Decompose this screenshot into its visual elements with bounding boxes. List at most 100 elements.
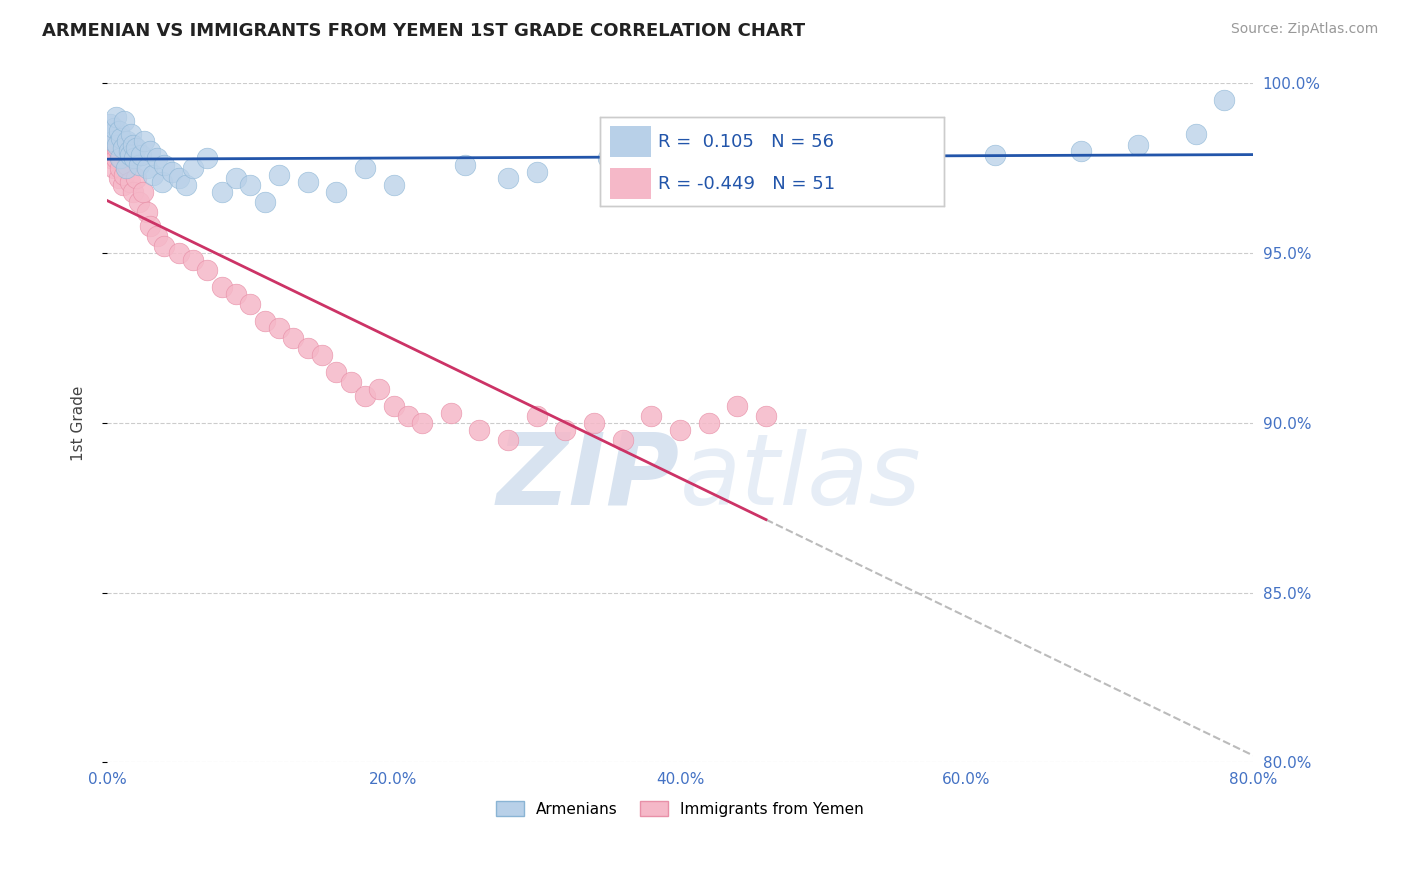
Point (368, 382, 391, 396)
Point (134, 134, 156, 148)
Point (554, 423, 576, 437)
Point (640, 409, 662, 424)
Point (174, 178, 197, 193)
Text: ARMENIAN VS IMMIGRANTS FROM YEMEN 1ST GRADE CORRELATION CHART: ARMENIAN VS IMMIGRANTS FROM YEMEN 1ST GR… (42, 22, 806, 40)
Point (583, 416, 606, 430)
Point (146, 151, 169, 165)
Point (100, 128, 122, 142)
Point (121, 137, 143, 152)
Point (104, 111, 127, 125)
Point (1070, 145, 1092, 159)
Point (105, 137, 128, 152)
Point (267, 168, 290, 182)
Point (354, 389, 377, 403)
Point (103, 161, 125, 176)
Point (181, 161, 204, 176)
Point (496, 433, 519, 447)
Point (411, 416, 433, 430)
Point (131, 147, 153, 161)
Point (108, 161, 131, 176)
Point (125, 141, 148, 155)
Text: ZIP: ZIP (498, 429, 681, 525)
Point (1184, 128, 1206, 142)
Point (111, 141, 134, 155)
Point (612, 433, 634, 447)
Point (468, 423, 491, 437)
Point (697, 158, 720, 172)
Point (150, 175, 173, 189)
Point (181, 252, 204, 267)
Point (1128, 137, 1150, 152)
Point (311, 348, 333, 362)
Point (101, 145, 124, 159)
Point (153, 239, 176, 253)
Point (139, 219, 162, 233)
Point (297, 341, 319, 355)
Point (124, 151, 146, 165)
Point (153, 158, 176, 172)
Point (225, 287, 247, 301)
Point (107, 124, 129, 138)
Point (496, 171, 519, 186)
Point (325, 185, 347, 199)
Point (440, 406, 463, 420)
Point (984, 147, 1007, 161)
Point (283, 331, 305, 345)
Point (454, 158, 477, 172)
Point (136, 161, 159, 176)
Point (526, 164, 548, 178)
Point (640, 161, 662, 176)
Point (697, 416, 720, 430)
Point (107, 171, 129, 186)
Point (396, 409, 419, 424)
Point (354, 161, 377, 176)
Point (253, 314, 276, 328)
Point (841, 151, 863, 165)
Point (115, 158, 138, 172)
Point (755, 409, 778, 424)
Point (98, 117, 121, 131)
Point (167, 171, 190, 186)
Point (382, 178, 405, 193)
Point (325, 365, 347, 379)
Point (239, 297, 262, 311)
Point (104, 151, 127, 165)
Point (912, 161, 935, 176)
Point (669, 423, 692, 437)
Point (297, 175, 319, 189)
Point (115, 134, 138, 148)
Point (142, 168, 165, 182)
Point (382, 399, 405, 413)
Point (783, 168, 806, 182)
Point (267, 321, 290, 335)
Point (112, 113, 135, 128)
Point (339, 375, 361, 389)
Point (211, 185, 233, 199)
Point (118, 147, 141, 161)
Point (598, 151, 620, 165)
Point (98, 137, 121, 152)
Point (136, 205, 159, 219)
Point (195, 151, 218, 165)
Legend: Armenians, Immigrants from Yemen: Armenians, Immigrants from Yemen (489, 795, 870, 822)
Point (225, 171, 247, 186)
Point (101, 134, 124, 148)
Point (211, 280, 233, 294)
Point (167, 246, 190, 260)
Point (118, 175, 141, 189)
Point (128, 158, 150, 172)
Point (1213, 94, 1236, 108)
Point (112, 168, 135, 182)
Point (725, 399, 748, 413)
Point (128, 195, 150, 210)
Point (139, 145, 162, 159)
Point (117, 145, 139, 159)
Point (125, 171, 148, 186)
Point (108, 151, 131, 165)
Point (526, 409, 548, 424)
Point (100, 151, 122, 165)
Point (105, 141, 128, 155)
Point (114, 161, 136, 176)
Point (195, 263, 218, 277)
Point (160, 164, 183, 178)
